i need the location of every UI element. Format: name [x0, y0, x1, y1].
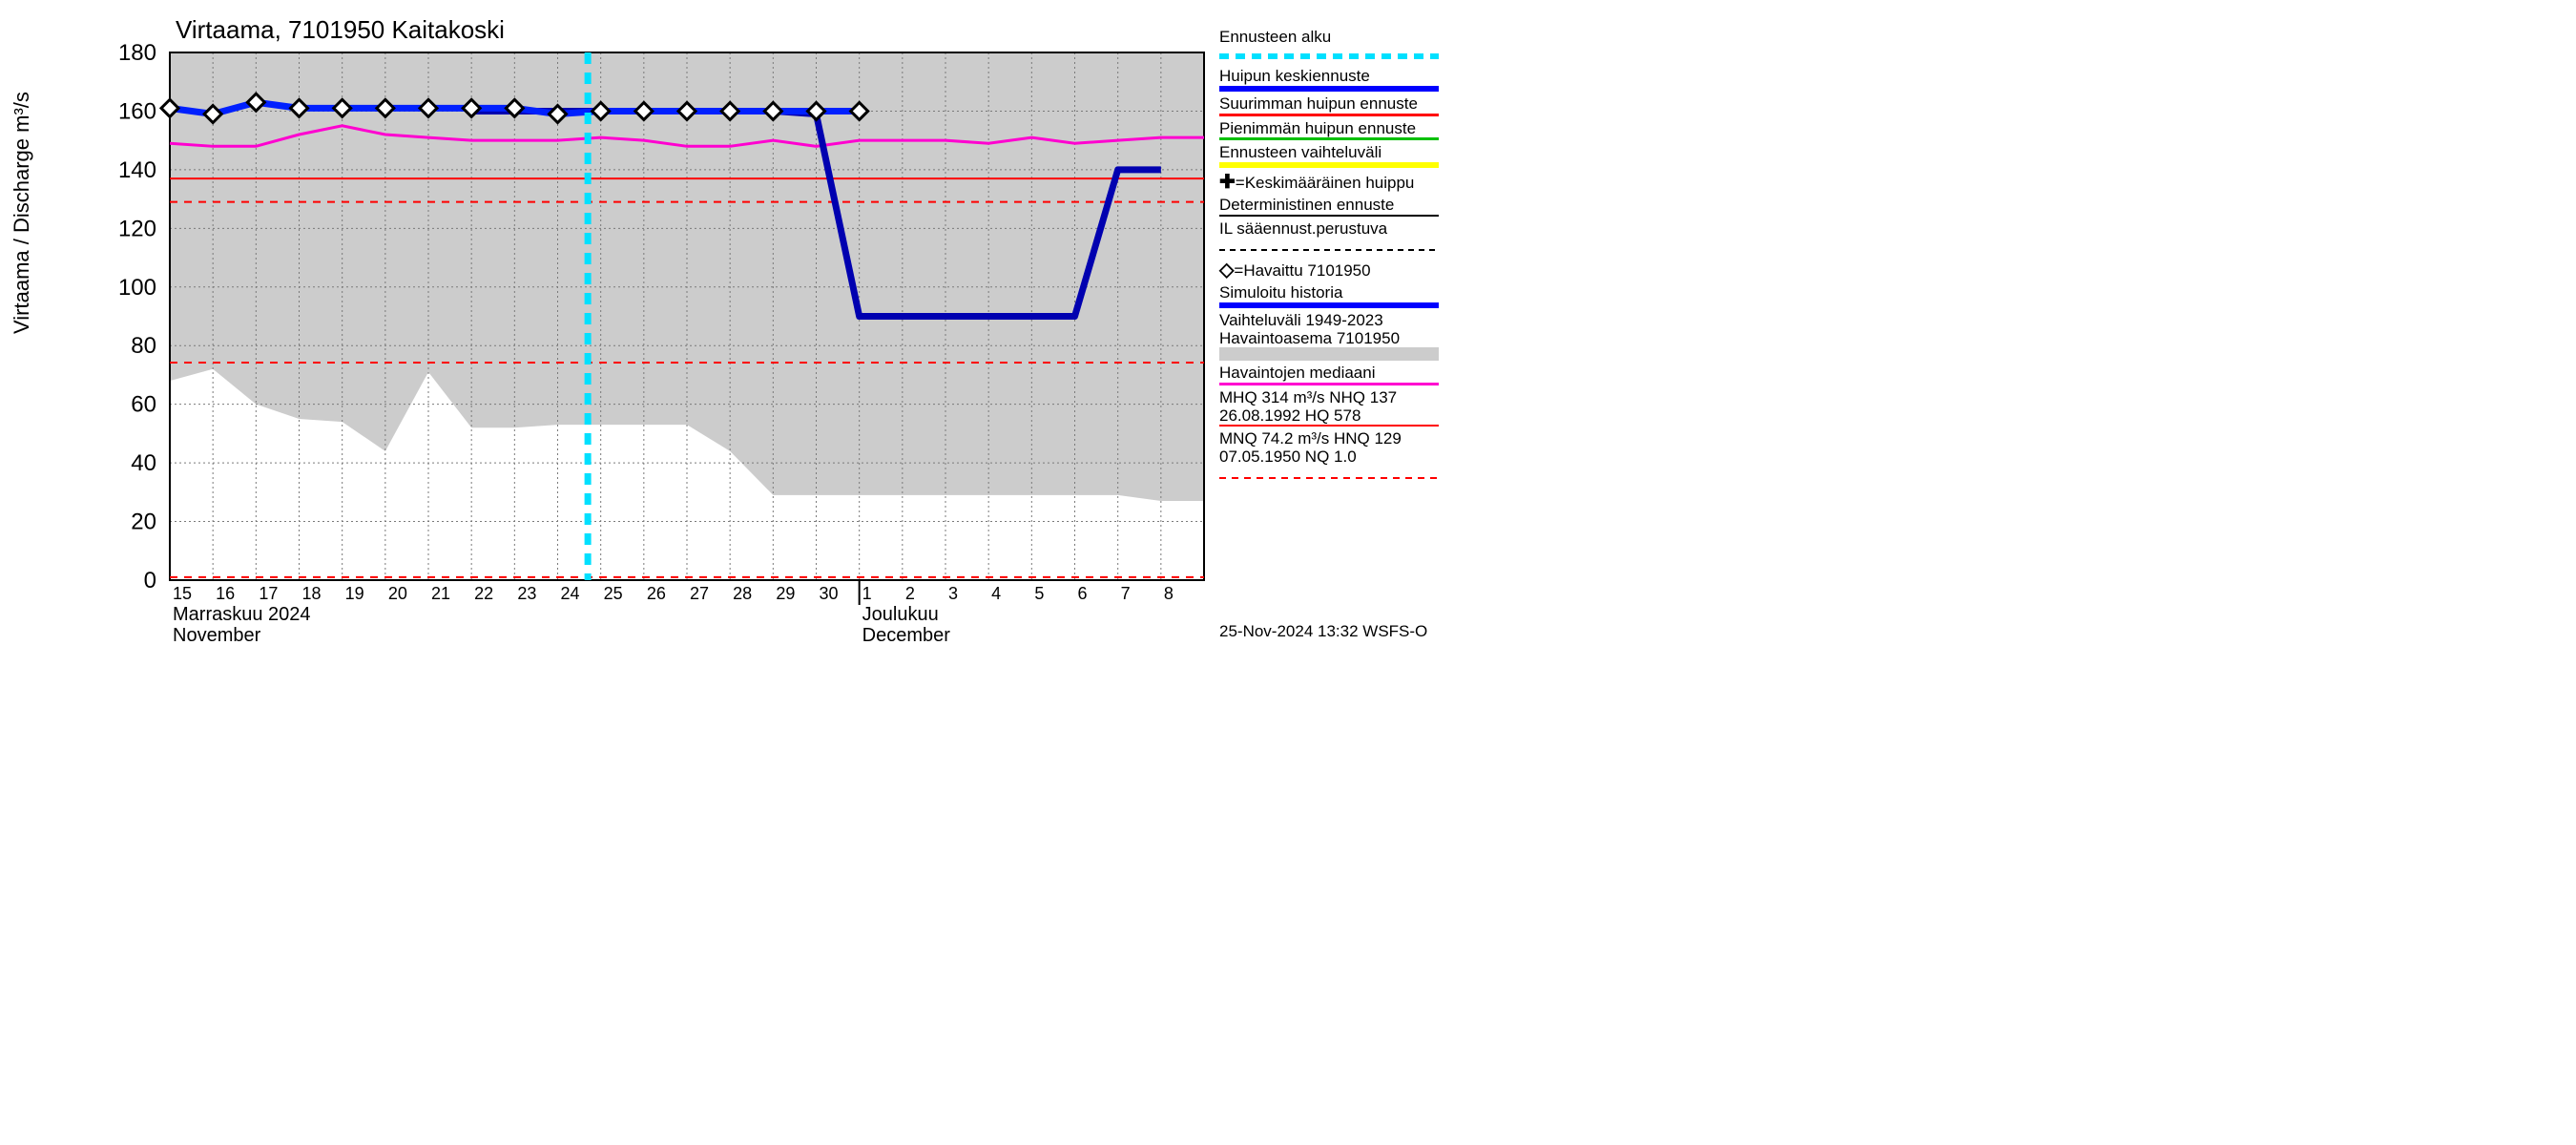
legend-item: Suurimman huipun ennuste: [1219, 95, 1444, 116]
legend-swatch: [1219, 162, 1439, 168]
svg-text:27: 27: [690, 584, 709, 603]
legend-swatch: [1219, 114, 1439, 116]
legend-symbol: ✚: [1219, 172, 1236, 193]
legend-swatch: [1219, 47, 1444, 65]
legend-item: Havaintojen mediaani: [1219, 364, 1444, 385]
legend: Ennusteen alku Huipun keskiennuste Suurimm…: [1219, 29, 1444, 488]
svg-text:20: 20: [131, 510, 156, 535]
svg-text:29: 29: [776, 584, 795, 603]
svg-text:20: 20: [388, 584, 407, 603]
svg-text:30: 30: [820, 584, 839, 603]
legend-label: Huipun keskiennuste: [1219, 68, 1444, 86]
legend-item: Deterministinen ennuste: [1219, 197, 1444, 217]
svg-text:40: 40: [131, 450, 156, 476]
svg-text:140: 140: [118, 157, 156, 183]
legend-label: MHQ 314 m³/s NHQ 137: [1219, 389, 1444, 407]
svg-text:28: 28: [733, 584, 752, 603]
svg-text:7: 7: [1121, 584, 1131, 603]
legend-label: Vaihteluväli 1949-2023: [1219, 312, 1444, 330]
legend-label: ◇=Havaittu 7101950: [1219, 260, 1444, 281]
legend-swatch: [1219, 137, 1439, 140]
legend-item: MNQ 74.2 m³/s HNQ 12907.05.1950 NQ 1.0: [1219, 430, 1444, 484]
svg-text:16: 16: [216, 584, 235, 603]
legend-label: Pienimmän huipun ennuste: [1219, 120, 1444, 138]
legend-label: Suurimman huipun ennuste: [1219, 95, 1444, 114]
svg-text:21: 21: [431, 584, 450, 603]
svg-text:8: 8: [1164, 584, 1174, 603]
svg-text:0: 0: [144, 568, 156, 593]
legend-label: Havaintojen mediaani: [1219, 364, 1444, 383]
svg-text:23: 23: [517, 584, 536, 603]
legend-item: Simuloitu historia: [1219, 284, 1444, 308]
svg-text:25: 25: [604, 584, 623, 603]
legend-item: MHQ 314 m³/s NHQ 13726.08.1992 HQ 578: [1219, 389, 1444, 427]
legend-swatch: [1219, 425, 1439, 427]
legend-item: Ennusteen alku: [1219, 29, 1444, 64]
legend-label: MNQ 74.2 m³/s HNQ 129: [1219, 430, 1444, 448]
legend-swatch: [1219, 239, 1444, 257]
svg-text:Joulukuu: Joulukuu: [862, 604, 939, 625]
svg-text:1: 1: [862, 584, 872, 603]
svg-text:15: 15: [173, 584, 192, 603]
legend-label: Deterministinen ennuste: [1219, 197, 1444, 215]
svg-text:5: 5: [1034, 584, 1044, 603]
svg-text:Marraskuu 2024: Marraskuu 2024: [173, 604, 311, 625]
legend-item: ◇=Havaittu 7101950: [1219, 260, 1444, 281]
svg-text:18: 18: [302, 584, 322, 603]
svg-text:80: 80: [131, 333, 156, 359]
svg-text:26: 26: [647, 584, 666, 603]
chart-container: Virtaama / Discharge m³/s 02040608010012…: [0, 0, 1448, 645]
legend-label: ✚=Keskimääräinen huippu: [1219, 172, 1444, 193]
svg-text:100: 100: [118, 275, 156, 301]
legend-item: Pienimmän huipun ennuste: [1219, 120, 1444, 141]
svg-text:19: 19: [345, 584, 364, 603]
svg-text:3: 3: [948, 584, 958, 603]
svg-text:17: 17: [259, 584, 278, 603]
timestamp-footer: 25-Nov-2024 13:32 WSFS-O: [1219, 622, 1427, 641]
svg-text:180: 180: [118, 40, 156, 66]
svg-text:60: 60: [131, 392, 156, 418]
svg-text:December: December: [862, 625, 951, 646]
legend-swatch: [1219, 467, 1444, 485]
legend-label: Havaintoasema 7101950: [1219, 330, 1444, 348]
legend-label: 07.05.1950 NQ 1.0: [1219, 448, 1444, 467]
svg-text:120: 120: [118, 216, 156, 241]
legend-label: 26.08.1992 HQ 578: [1219, 407, 1444, 426]
svg-text:6: 6: [1078, 584, 1088, 603]
legend-label: IL sääennust.perustuva: [1219, 220, 1444, 239]
svg-text:Virtaama, 7101950 Kaitakoski: Virtaama, 7101950 Kaitakoski: [176, 15, 505, 44]
legend-item: Huipun keskiennuste: [1219, 68, 1444, 92]
legend-label: Ennusteen alku: [1219, 29, 1444, 47]
svg-text:160: 160: [118, 98, 156, 124]
legend-item: Vaihteluväli 1949-2023 Havaintoasema 710…: [1219, 312, 1444, 361]
legend-item: Ennusteen vaihteluväli: [1219, 144, 1444, 168]
svg-text:22: 22: [474, 584, 493, 603]
legend-swatch: [1219, 347, 1439, 361]
legend-swatch: [1219, 215, 1439, 217]
svg-text:24: 24: [561, 584, 580, 603]
legend-item: IL sääennust.perustuva: [1219, 220, 1444, 256]
svg-text:2: 2: [905, 584, 915, 603]
svg-text:November: November: [173, 625, 261, 646]
legend-swatch: [1219, 302, 1439, 308]
legend-swatch: [1219, 86, 1439, 92]
legend-item: ✚=Keskimääräinen huippu: [1219, 172, 1444, 193]
legend-label: Simuloitu historia: [1219, 284, 1444, 302]
legend-label: Ennusteen vaihteluväli: [1219, 144, 1444, 162]
legend-symbol: ◇: [1219, 260, 1234, 281]
legend-swatch: [1219, 383, 1439, 385]
svg-text:4: 4: [991, 584, 1001, 603]
